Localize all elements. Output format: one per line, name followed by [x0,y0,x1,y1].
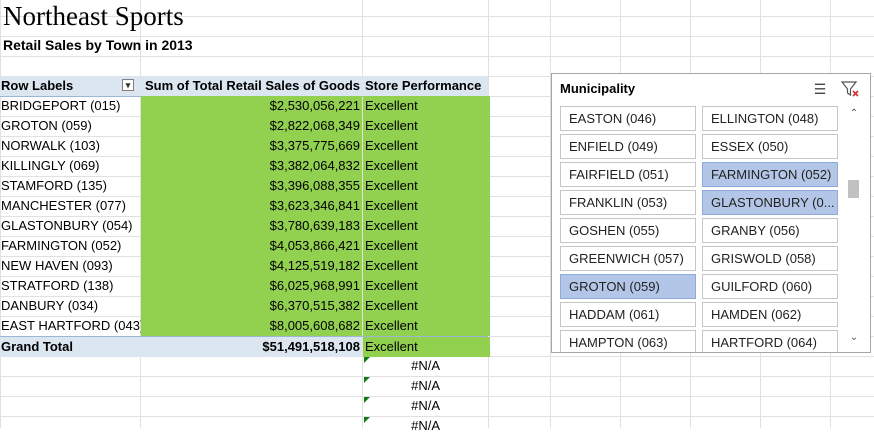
sales-cell[interactable]: $4,125,519,182 [141,256,362,276]
sales-cell[interactable]: $6,370,515,382 [141,296,362,316]
filter-dropdown-icon[interactable]: ▾ [122,79,134,91]
row-label[interactable]: MANCHESTER (077) [1,198,126,213]
slicer-item[interactable]: ENFIELD (049) [560,134,696,159]
performance-cell[interactable]: Excellent [363,176,490,196]
performance-cell[interactable]: Excellent [363,316,490,336]
table-row: EAST HARTFORD (043) $8,005,608,682 Excelle… [0,316,490,336]
row-label[interactable]: STRATFORD (138) [1,278,114,293]
sales-cell[interactable]: $4,053,866,421 [141,236,362,256]
scroll-down-icon[interactable]: ⌄ [849,332,859,343]
slicer-item[interactable]: HAMPTON (063) [560,330,696,352]
slicer-item[interactable]: HADDAM (061) [560,302,696,327]
error-cell[interactable]: #N/A [411,358,440,373]
slicer-item[interactable]: GRISWOLD (058) [702,246,838,271]
table-row: STAMFORD (135) $3,396,088,355 Excellent [0,176,490,196]
slicer-item[interactable]: FAIRFIELD (051) [560,162,696,187]
row-label[interactable]: STAMFORD (135) [1,178,107,193]
slicer-item[interactable]: GOSHEN (055) [560,218,696,243]
slicer-item[interactable]: GREENWICH (057) [560,246,696,271]
scroll-up-icon[interactable]: ⌃ [849,108,859,119]
sales-cell[interactable]: $6,025,968,991 [141,276,362,296]
performance-cell[interactable]: Excellent [363,196,490,216]
slicer-scrollbar[interactable]: ⌃ ⌄ [846,108,862,346]
sales-cell[interactable]: $3,382,064,832 [141,156,362,176]
performance-cell[interactable]: Excellent [363,276,490,296]
performance-cell[interactable]: Excellent [363,116,490,136]
grand-total-row: Grand Total $51,491,518,108 Excellent [0,336,490,357]
clear-filter-icon[interactable] [840,80,860,98]
sales-cell[interactable]: $8,005,608,682 [141,316,362,336]
row-label[interactable]: GROTON (059) [1,118,92,133]
performance-cell[interactable]: Excellent [363,136,490,156]
slicer-item[interactable]: HAMDEN (062) [702,302,838,327]
table-row: MANCHESTER (077) $3,623,346,841 Excellent [0,196,490,216]
sales-cell[interactable]: $3,623,346,841 [141,196,362,216]
column-divider [550,0,551,428]
error-cell[interactable]: #N/A [411,398,440,413]
slicer-item[interactable]: HARTFORD (064) [702,330,838,352]
performance-cell[interactable]: Excellent [363,296,490,316]
performance-cell[interactable]: Excellent [363,256,490,276]
sheet-title[interactable]: Northeast Sports [3,1,184,31]
error-cell[interactable]: #N/A [411,378,440,393]
scrollbar-thumb[interactable] [848,180,859,198]
grand-total-sales[interactable]: $51,491,518,108 [141,337,362,357]
row-label[interactable]: FARMINGTON (052) [1,238,122,253]
table-row: KILLINGLY (069) $3,382,064,832 Excellent [0,156,490,176]
header-sales[interactable]: Sum of Total Retail Sales of Goods [144,78,360,93]
slicer-item[interactable]: FARMINGTON (052) [702,162,838,187]
error-indicator-icon[interactable] [364,357,370,363]
slicer-title: Municipality [560,81,636,96]
table-row: STRATFORD (138) $6,025,968,991 Excellent [0,276,490,296]
sales-cell[interactable]: $3,780,639,183 [141,216,362,236]
row-label[interactable]: NEW HAVEN (093) [1,258,113,273]
table-row: GROTON (059) $2,822,068,349 Excellent [0,116,490,136]
sales-cell[interactable]: $3,396,088,355 [141,176,362,196]
column-divider [362,0,363,428]
performance-cell[interactable]: Excellent [363,216,490,236]
slicer-item[interactable]: ESSEX (050) [702,134,838,159]
row-label[interactable]: BRIDGEPORT (015) [1,98,121,113]
performance-cell[interactable]: Excellent [363,156,490,176]
error-indicator-icon[interactable] [364,417,370,423]
row-label[interactable]: DANBURY (034) [1,298,99,313]
multi-select-icon[interactable]: ☰ [813,81,827,97]
sales-cell[interactable]: $2,822,068,349 [141,116,362,136]
municipality-slicer[interactable]: Municipality ☰ EASTON (046) ELLINGTON (04… [551,73,871,353]
slicer-item[interactable]: GROTON (059) [560,274,696,299]
grand-total-label[interactable]: Grand Total [0,337,141,357]
table-row: FARMINGTON (052) $4,053,866,421 Excellent [0,236,490,256]
error-indicator-icon[interactable] [364,397,370,403]
sales-cell[interactable]: $2,530,056,221 [141,96,362,116]
slicer-item[interactable]: ELLINGTON (048) [702,106,838,131]
table-row: DANBURY (034) $6,370,515,382 Excellent [0,296,490,316]
slicer-item[interactable]: GRANBY (056) [702,218,838,243]
slicer-item[interactable]: GLASTONBURY (0... [702,190,838,215]
performance-cell[interactable]: Excellent [363,96,490,116]
table-row: NEW HAVEN (093) $4,125,519,182 Excellent [0,256,490,276]
table-row: NORWALK (103) $3,375,775,669 Excellent [0,136,490,156]
performance-cell[interactable]: Excellent [363,236,490,256]
sheet-subtitle[interactable]: Retail Sales by Town in 2013 [3,37,193,53]
header-label: Row Labels [1,78,74,93]
error-cell[interactable]: #N/A [411,418,440,433]
row-label[interactable]: NORWALK (103) [1,138,100,153]
column-divider [140,0,141,428]
row-label[interactable]: EAST HARTFORD (043) [1,318,141,333]
table-row: BRIDGEPORT (015) $2,530,056,221 Excellent [0,96,490,116]
sales-cell[interactable]: $3,375,775,669 [141,136,362,156]
slicer-item[interactable]: EASTON (046) [560,106,696,131]
row-label[interactable]: KILLINGLY (069) [1,158,100,173]
header-row-labels[interactable]: Row Labels ▾ [0,76,141,96]
grand-total-performance[interactable]: Excellent [363,337,490,357]
row-label[interactable]: GLASTONBURY (054) [1,218,133,233]
pivot-header-row: Row Labels ▾ Sum of Total Retail Sales o… [0,76,488,97]
header-performance[interactable]: Store Performance [365,78,482,93]
error-indicator-icon[interactable] [364,377,370,383]
slicer-item[interactable]: GUILFORD (060) [702,274,838,299]
slicer-item[interactable]: FRANKLIN (053) [560,190,696,215]
table-row: GLASTONBURY (054) $3,780,639,183 Excellent [0,216,490,236]
